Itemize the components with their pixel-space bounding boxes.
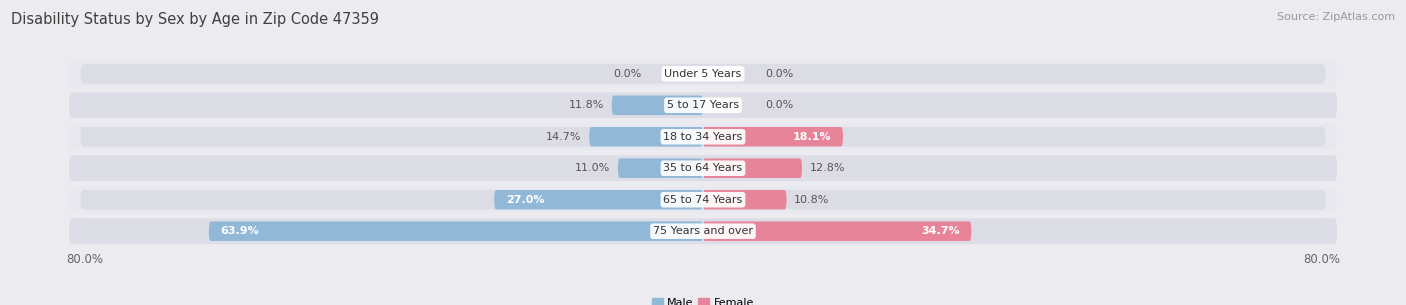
FancyBboxPatch shape [80,159,1326,178]
Legend: Male, Female: Male, Female [647,294,759,305]
Text: 18 to 34 Years: 18 to 34 Years [664,132,742,142]
FancyBboxPatch shape [80,127,1326,146]
FancyBboxPatch shape [703,221,972,241]
FancyBboxPatch shape [209,221,703,241]
FancyBboxPatch shape [69,155,1337,181]
Text: 0.0%: 0.0% [765,100,793,110]
Text: 27.0%: 27.0% [506,195,544,205]
FancyBboxPatch shape [69,218,1337,244]
Text: 11.0%: 11.0% [575,163,610,173]
Text: 0.0%: 0.0% [765,69,793,79]
FancyBboxPatch shape [69,61,1337,87]
Text: 5 to 17 Years: 5 to 17 Years [666,100,740,110]
Text: Disability Status by Sex by Age in Zip Code 47359: Disability Status by Sex by Age in Zip C… [11,12,380,27]
FancyBboxPatch shape [619,159,703,178]
FancyBboxPatch shape [69,124,1337,150]
Text: 14.7%: 14.7% [546,132,582,142]
FancyBboxPatch shape [703,127,844,146]
Text: 35 to 64 Years: 35 to 64 Years [664,163,742,173]
FancyBboxPatch shape [69,187,1337,213]
FancyBboxPatch shape [69,92,1337,118]
FancyBboxPatch shape [703,159,801,178]
Text: 11.8%: 11.8% [568,100,605,110]
Text: 34.7%: 34.7% [921,226,960,236]
FancyBboxPatch shape [80,95,1326,115]
Text: 63.9%: 63.9% [221,226,259,236]
FancyBboxPatch shape [703,190,786,210]
Text: 75 Years and over: 75 Years and over [652,226,754,236]
Text: Under 5 Years: Under 5 Years [665,69,741,79]
Text: 10.8%: 10.8% [794,195,830,205]
FancyBboxPatch shape [495,190,703,210]
Text: 12.8%: 12.8% [810,163,845,173]
Text: Source: ZipAtlas.com: Source: ZipAtlas.com [1277,12,1395,22]
FancyBboxPatch shape [80,190,1326,210]
FancyBboxPatch shape [80,64,1326,84]
FancyBboxPatch shape [612,95,703,115]
Text: 65 to 74 Years: 65 to 74 Years [664,195,742,205]
FancyBboxPatch shape [80,221,1326,241]
Text: 0.0%: 0.0% [613,69,641,79]
Text: 18.1%: 18.1% [793,132,831,142]
FancyBboxPatch shape [589,127,703,146]
